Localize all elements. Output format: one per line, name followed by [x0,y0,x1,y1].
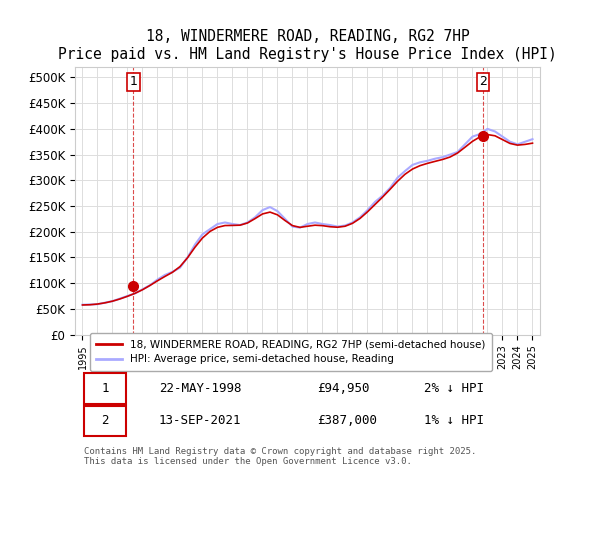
Text: 2: 2 [479,75,487,88]
Text: 2% ↓ HPI: 2% ↓ HPI [424,382,484,395]
Legend: 18, WINDERMERE ROAD, READING, RG2 7HP (semi-detached house), HPI: Average price,: 18, WINDERMERE ROAD, READING, RG2 7HP (s… [89,333,492,371]
Text: 1% ↓ HPI: 1% ↓ HPI [424,414,484,427]
Text: £94,950: £94,950 [317,382,370,395]
Title: 18, WINDERMERE ROAD, READING, RG2 7HP
Price paid vs. HM Land Registry's House Pr: 18, WINDERMERE ROAD, READING, RG2 7HP Pr… [58,30,557,62]
Text: 22-MAY-1998: 22-MAY-1998 [158,382,241,395]
FancyBboxPatch shape [84,405,126,436]
Text: 13-SEP-2021: 13-SEP-2021 [158,414,241,427]
Text: £387,000: £387,000 [317,414,377,427]
FancyBboxPatch shape [84,373,126,404]
Text: 1: 1 [101,382,109,395]
Text: 2: 2 [101,414,109,427]
Text: 1: 1 [129,75,137,88]
Text: Contains HM Land Registry data © Crown copyright and database right 2025.
This d: Contains HM Land Registry data © Crown c… [84,447,476,466]
